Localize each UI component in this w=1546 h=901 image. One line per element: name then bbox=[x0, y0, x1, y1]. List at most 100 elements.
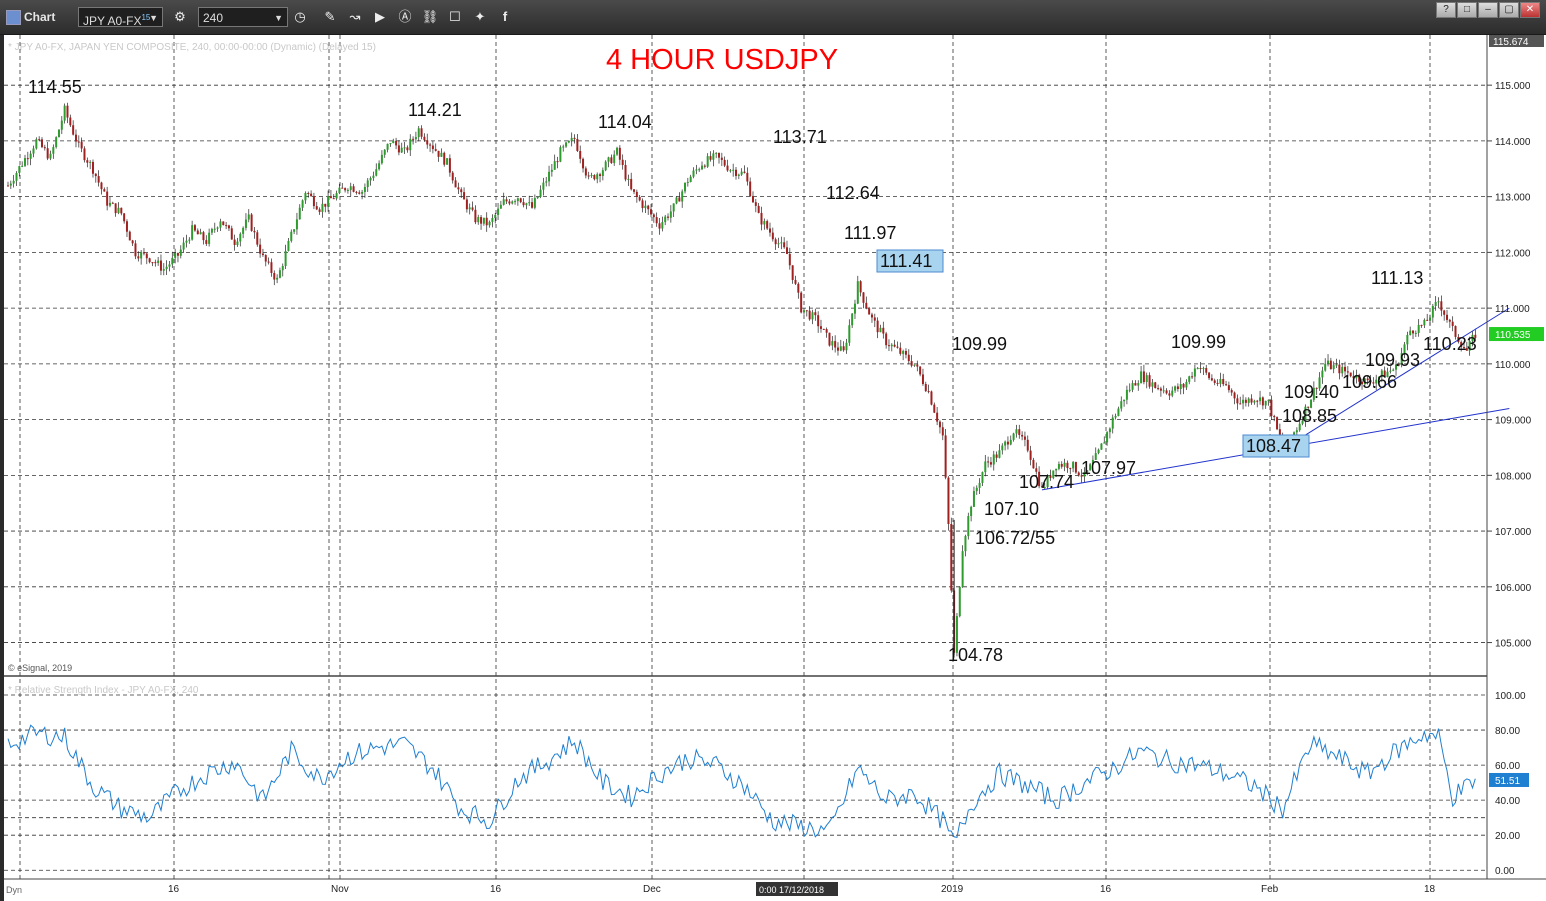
candle-body bbox=[1072, 462, 1075, 469]
candle-body bbox=[140, 252, 143, 259]
candle-body bbox=[1199, 368, 1202, 370]
candle-body bbox=[23, 158, 26, 166]
restore-button[interactable]: □ bbox=[1457, 2, 1477, 18]
candle-body bbox=[111, 202, 114, 204]
candle-body bbox=[842, 346, 845, 351]
candle-body bbox=[899, 347, 902, 354]
candle-body bbox=[293, 229, 296, 232]
candle-body bbox=[213, 228, 216, 230]
candle-body bbox=[1035, 468, 1038, 472]
help-button[interactable]: ? bbox=[1436, 2, 1456, 18]
copyright-text: © eSignal, 2019 bbox=[8, 663, 72, 673]
candle-body bbox=[174, 253, 177, 258]
candle-body bbox=[1060, 464, 1063, 467]
candle-body bbox=[378, 163, 381, 170]
candle-body bbox=[9, 183, 12, 186]
facebook-icon[interactable]: f bbox=[502, 9, 508, 24]
candle-body bbox=[698, 169, 701, 171]
chart-app-icon bbox=[6, 10, 21, 25]
candle-body bbox=[1032, 459, 1035, 469]
candle-body bbox=[120, 207, 123, 214]
candle-body bbox=[488, 221, 491, 226]
candle-body bbox=[284, 250, 287, 267]
candle-body bbox=[661, 222, 664, 229]
candle-body bbox=[834, 341, 837, 348]
analytics-icon[interactable]: ↝ bbox=[349, 9, 361, 24]
candle-body bbox=[882, 327, 885, 334]
candle-body bbox=[667, 216, 670, 218]
candle-body bbox=[904, 350, 907, 355]
candle-body bbox=[457, 187, 460, 190]
candle-body bbox=[800, 292, 803, 313]
candle-body bbox=[318, 209, 321, 212]
annotation-label: 111.97 bbox=[844, 223, 896, 243]
candle-body bbox=[1276, 417, 1279, 430]
settings-gear-icon[interactable]: ⚙ bbox=[174, 9, 186, 24]
candle-body bbox=[519, 198, 522, 203]
candle-body bbox=[1417, 324, 1420, 333]
candle-body bbox=[989, 462, 992, 465]
candle-body bbox=[131, 240, 134, 244]
candle-body bbox=[465, 199, 468, 210]
candle-body bbox=[1375, 379, 1378, 384]
chart-canvas[interactable]: 114.55 114.21 114.04 113.71 112.64 111.97 111.… bbox=[4, 35, 1546, 901]
candle-body bbox=[972, 491, 975, 507]
candle-body bbox=[1267, 399, 1270, 401]
annotation-label: 104.78 bbox=[948, 645, 1003, 665]
candle-body bbox=[701, 165, 704, 170]
candle-body bbox=[729, 170, 732, 172]
candle-body bbox=[69, 117, 72, 126]
y-axis-area bbox=[1487, 35, 1546, 901]
candle-body bbox=[1001, 445, 1004, 451]
clock-icon[interactable]: ◷ bbox=[294, 9, 306, 24]
annotation-label: 109.99 bbox=[952, 334, 1007, 354]
candle-body bbox=[1106, 432, 1109, 443]
comment-icon[interactable]: ☐ bbox=[449, 9, 461, 24]
candle-body bbox=[1009, 439, 1012, 445]
minimize-button[interactable]: – bbox=[1478, 2, 1498, 18]
candle-body bbox=[576, 138, 579, 151]
candle-body bbox=[397, 145, 400, 153]
link-icon[interactable]: ⛓ bbox=[421, 9, 439, 24]
candle-body bbox=[582, 158, 585, 169]
candle-body bbox=[712, 153, 715, 160]
candle-body bbox=[604, 161, 607, 171]
candle-body bbox=[1420, 324, 1423, 326]
candle-body bbox=[1261, 397, 1264, 406]
time-tick-label: 16 bbox=[168, 884, 180, 895]
candle-body bbox=[26, 158, 29, 160]
candle-body bbox=[1397, 364, 1400, 366]
candle-body bbox=[346, 189, 349, 191]
candle-body bbox=[1154, 382, 1157, 389]
candle-body bbox=[437, 150, 440, 157]
candle-body bbox=[961, 551, 964, 587]
chevron-down-icon[interactable]: ▼ bbox=[149, 13, 158, 23]
pencil-icon[interactable]: ✎ bbox=[324, 9, 336, 24]
candle-body bbox=[995, 454, 998, 458]
symbol-input[interactable]: JPY A0-FX15 ▼ bbox=[78, 7, 163, 28]
candle-body bbox=[103, 189, 106, 192]
chevron-down-icon[interactable]: ▼ bbox=[274, 13, 283, 23]
candle-body bbox=[1040, 486, 1043, 488]
candle-body bbox=[811, 312, 814, 320]
maximize-button[interactable]: ▢ bbox=[1499, 2, 1519, 18]
candle-body bbox=[785, 247, 788, 254]
last-price-label: 110.535 bbox=[1495, 330, 1531, 341]
candle-body bbox=[247, 214, 250, 220]
candle-body bbox=[1230, 390, 1233, 393]
candle-body bbox=[1392, 369, 1395, 371]
candle-body bbox=[426, 140, 429, 145]
candle-body bbox=[494, 214, 497, 219]
candle-body bbox=[176, 253, 179, 256]
interval-input[interactable]: 240 ▼ bbox=[198, 7, 288, 27]
close-button[interactable]: ✕ bbox=[1520, 2, 1540, 18]
candle-body bbox=[746, 172, 749, 182]
candle-body bbox=[420, 128, 423, 137]
alert-icon[interactable]: Ⓐ bbox=[398, 9, 412, 24]
play-icon[interactable]: ▶ bbox=[375, 9, 385, 24]
candle-body bbox=[1437, 301, 1440, 303]
candle-body bbox=[709, 156, 712, 160]
candle-body bbox=[230, 228, 233, 240]
twitter-icon[interactable]: ✦ bbox=[474, 9, 486, 24]
candle-body bbox=[1026, 439, 1029, 451]
